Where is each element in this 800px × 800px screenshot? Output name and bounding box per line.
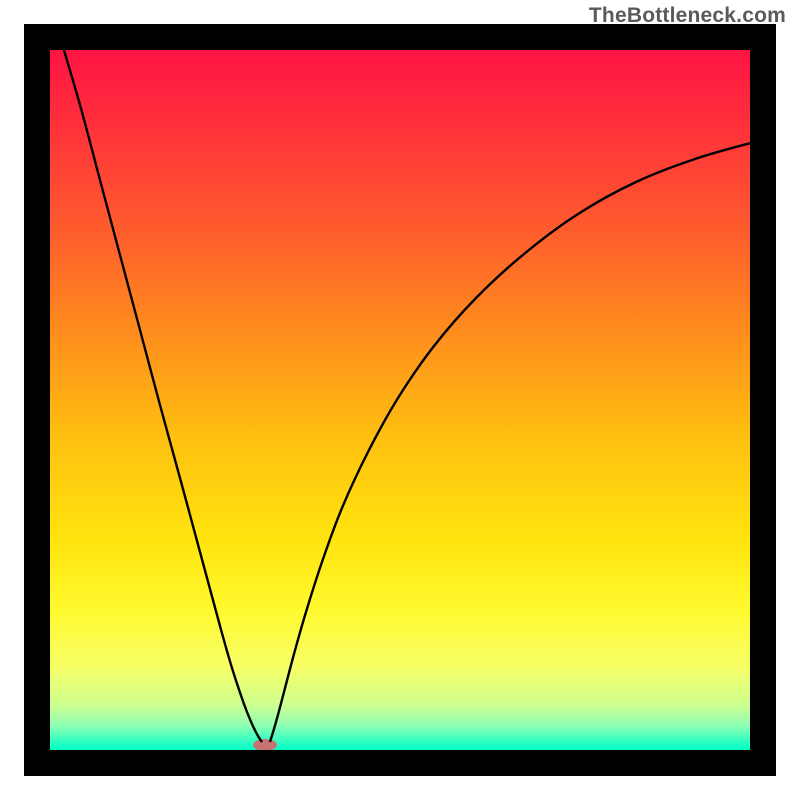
watermark-label: TheBottleneck.com (589, 4, 786, 28)
minimum-marker (253, 739, 277, 751)
bottleneck-chart (0, 0, 800, 800)
chart-container: TheBottleneck.com (0, 0, 800, 800)
gradient-background (50, 50, 750, 750)
